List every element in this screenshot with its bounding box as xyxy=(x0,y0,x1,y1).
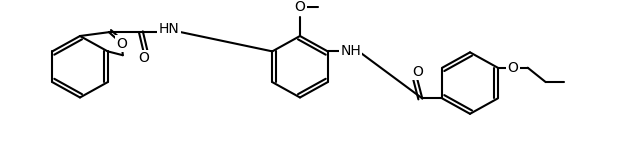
Text: O: O xyxy=(412,65,423,79)
Text: O: O xyxy=(117,37,127,51)
Text: O: O xyxy=(507,61,518,75)
Text: HN: HN xyxy=(159,22,179,36)
Text: NH: NH xyxy=(340,44,361,58)
Text: O: O xyxy=(138,51,149,65)
Text: O: O xyxy=(294,0,306,14)
